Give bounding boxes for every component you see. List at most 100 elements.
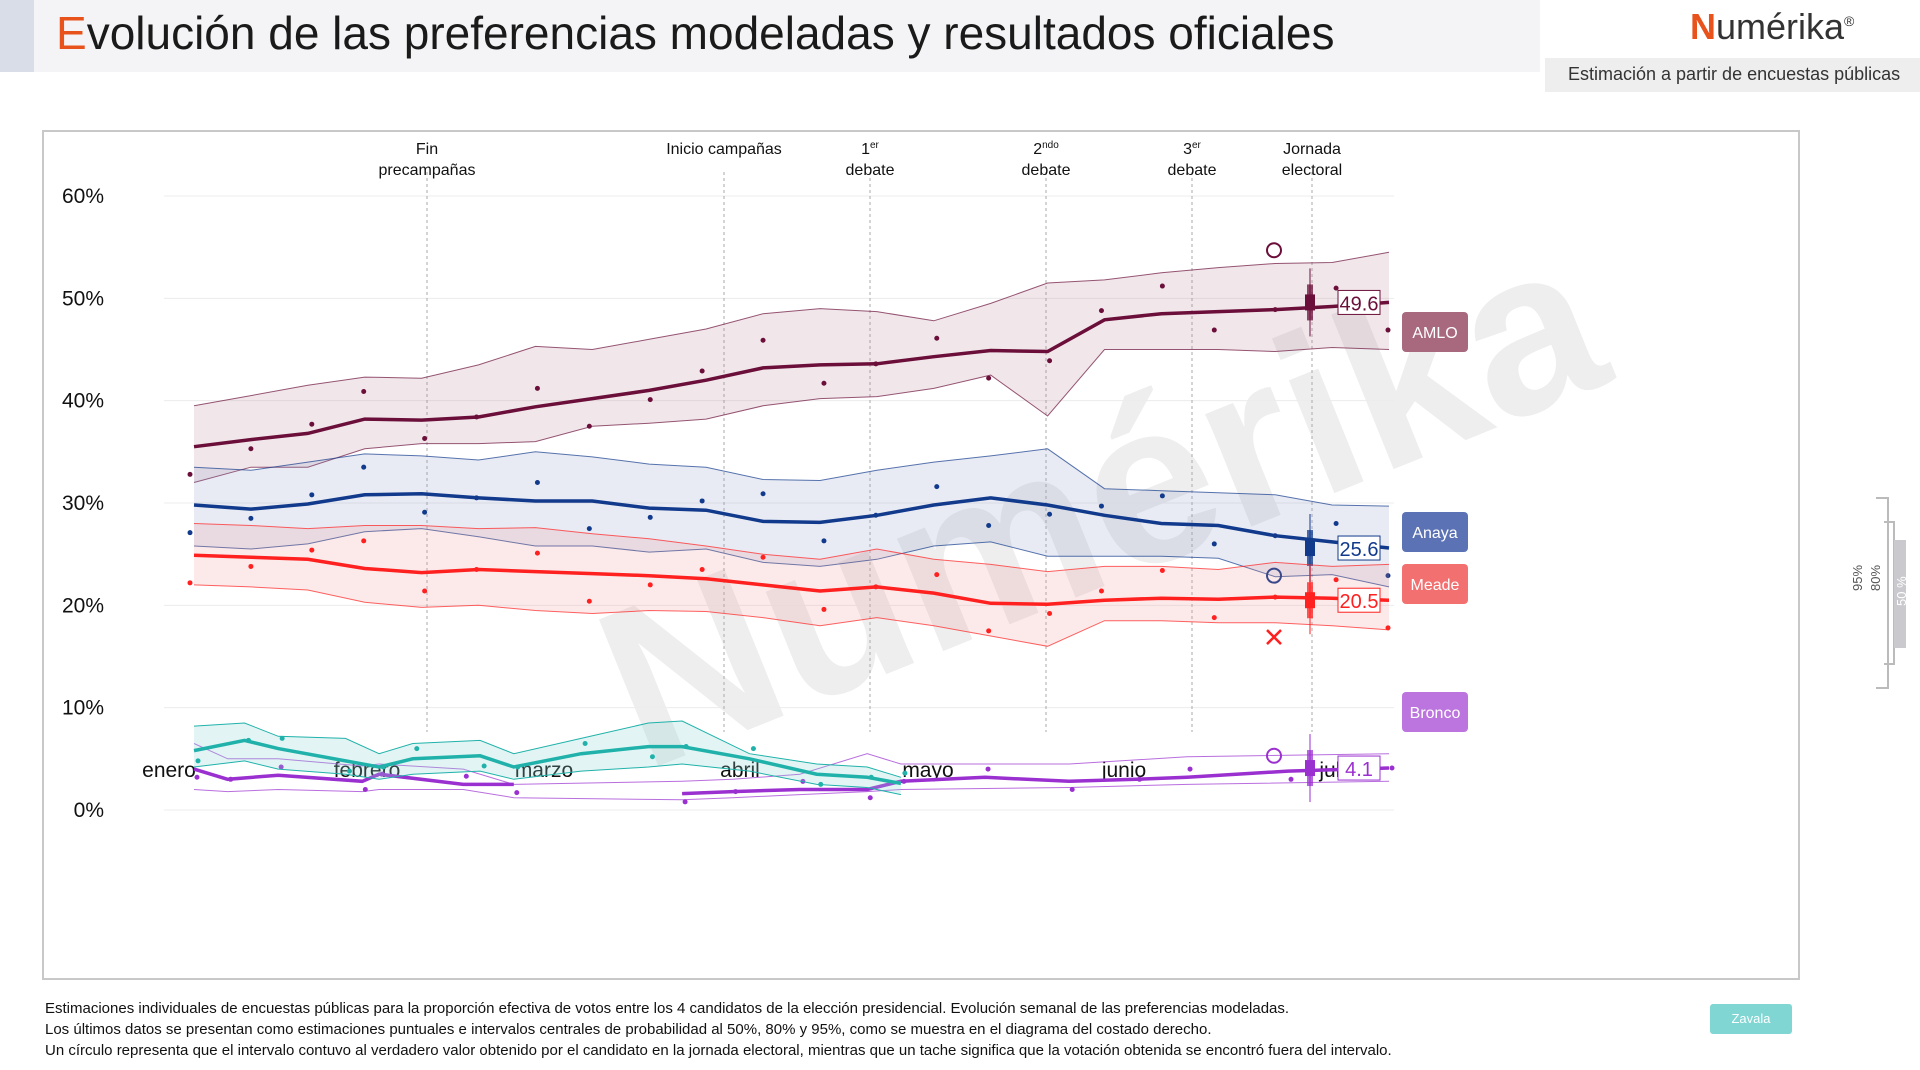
legend-80-label: 80% xyxy=(1868,565,1883,591)
meade-lower xyxy=(193,584,1390,647)
amlo-survey-dot xyxy=(986,375,992,381)
meade-survey-dot xyxy=(821,606,827,612)
zavala-survey-dot xyxy=(346,768,352,774)
subtitle-box xyxy=(1545,58,1920,92)
amlo-survey-dot xyxy=(1333,285,1339,291)
anaya-survey-dot xyxy=(309,492,315,498)
anaya-survey-dot xyxy=(1047,511,1053,517)
meade-survey-dot xyxy=(187,580,193,586)
meade-survey-dot xyxy=(1047,611,1053,617)
month-label: mayo xyxy=(902,759,953,782)
bronco-survey-dot xyxy=(1288,776,1294,782)
anaya-survey-dot xyxy=(474,495,480,501)
anaya-survey-dot xyxy=(760,491,766,497)
legend-bracket-95 xyxy=(1876,497,1889,689)
anaya-survey-dot xyxy=(647,514,653,520)
bronco-name-box xyxy=(1402,692,1468,732)
amlo-result-circle xyxy=(1266,242,1282,259)
amlo-survey-dot xyxy=(934,335,940,341)
zavala-survey-dot xyxy=(481,763,487,769)
zavala-survey-dot xyxy=(818,781,824,787)
event-label: Fin xyxy=(416,141,438,158)
anaya-survey-dot xyxy=(1159,493,1165,499)
meade-survey-dot xyxy=(1098,588,1104,594)
meade-line xyxy=(193,553,1390,607)
event-label-line2: electoral xyxy=(1282,162,1342,179)
amlo-survey-dot xyxy=(474,414,480,420)
zavala-badge[interactable]: Zavala xyxy=(1710,1004,1792,1034)
anaya-final-value: 25.6 xyxy=(1340,539,1379,561)
meade-survey-dot xyxy=(986,628,992,634)
meade-survey-dot xyxy=(1272,594,1278,600)
bronco-survey-dot xyxy=(733,789,739,795)
footnote-2: Los últimos datos se presentan como esti… xyxy=(45,1021,1212,1038)
anaya-band xyxy=(194,448,1389,587)
meade-value-box xyxy=(1337,587,1381,613)
anaya-survey-dot xyxy=(361,464,367,470)
amlo-value-box xyxy=(1337,289,1381,315)
bronco-interval-50 xyxy=(1305,760,1315,777)
month-label: enero xyxy=(142,759,196,782)
amlo-upper xyxy=(193,251,1390,407)
zavala-survey-dot xyxy=(750,746,756,752)
amlo-survey-dot xyxy=(821,380,827,386)
bronco-survey-dot xyxy=(228,776,234,782)
brand-logo: Numérika® xyxy=(1690,6,1854,48)
legend-50-label: 50 % xyxy=(1894,576,1906,606)
anaya-survey-dot xyxy=(586,526,592,532)
bronco-survey-dot xyxy=(867,795,873,801)
anaya-interval-50 xyxy=(1305,540,1315,557)
zavala-line xyxy=(193,738,902,786)
bronco-survey-dot xyxy=(682,799,688,805)
bronco-upper xyxy=(193,743,1390,785)
meade-name-label: Meade xyxy=(1411,577,1460,594)
anaya-survey-dot xyxy=(187,530,193,536)
meade-interval-50 xyxy=(1305,592,1315,609)
y-tick-label: 10% xyxy=(62,697,104,720)
page-title: Evolución de las preferencias modeladas … xyxy=(56,6,1334,60)
y-tick-label: 0% xyxy=(74,799,104,822)
y-tick-label: 50% xyxy=(62,287,104,310)
bronco-value-box xyxy=(1337,755,1381,781)
bronco-survey-dot xyxy=(1187,766,1193,772)
zavala-survey-dot xyxy=(582,740,588,746)
amlo-survey-dot xyxy=(647,397,653,403)
amlo-survey-dot xyxy=(187,471,193,477)
event-label: 1er xyxy=(861,140,879,158)
amlo-survey-dot xyxy=(1385,327,1391,333)
bronco-survey-dot xyxy=(194,774,200,780)
amlo-survey-dot xyxy=(248,446,254,452)
title-text: volución de las preferencias modeladas y… xyxy=(86,7,1335,59)
amlo-survey-dot xyxy=(1098,308,1104,314)
amlo-survey-dot xyxy=(586,423,592,429)
bronco-survey-dot xyxy=(379,771,385,777)
bronco-survey-dot xyxy=(901,778,907,784)
bronco-survey-dot xyxy=(1389,765,1395,771)
logo-reg: ® xyxy=(1844,13,1855,29)
zavala-lower xyxy=(193,760,902,796)
meade-survey-dot xyxy=(647,582,653,588)
bronco-line xyxy=(682,766,1390,796)
anaya-survey-dot xyxy=(1211,541,1217,547)
meade-survey-dot xyxy=(309,547,315,553)
bronco-final-value: 4.1 xyxy=(1345,759,1373,781)
bronco-survey-dot xyxy=(1137,776,1143,782)
zavala-survey-dot xyxy=(902,770,908,776)
anaya-survey-dot xyxy=(934,484,940,490)
meade-final-value: 20.5 xyxy=(1340,591,1379,613)
interval-legend: 95% 80% 50 % xyxy=(1850,497,1906,689)
meade-survey-dot xyxy=(873,584,879,590)
title-first-letter: E xyxy=(56,7,87,59)
anaya-survey-dot xyxy=(1098,503,1104,509)
month-label: junio xyxy=(1101,759,1146,782)
event-label: Jornada xyxy=(1283,141,1341,158)
y-tick-label: 60% xyxy=(62,185,104,208)
meade-survey-dot xyxy=(361,538,367,544)
footnotes: Estimaciones individuales de encuestas p… xyxy=(45,998,1665,1061)
amlo-survey-dot xyxy=(361,388,367,394)
bronco-lower xyxy=(193,780,1390,801)
zavala-survey-dot xyxy=(245,737,251,743)
amlo-survey-dot xyxy=(873,361,879,367)
meade-upper xyxy=(193,523,1390,573)
legend-95-label: 95% xyxy=(1850,565,1865,591)
